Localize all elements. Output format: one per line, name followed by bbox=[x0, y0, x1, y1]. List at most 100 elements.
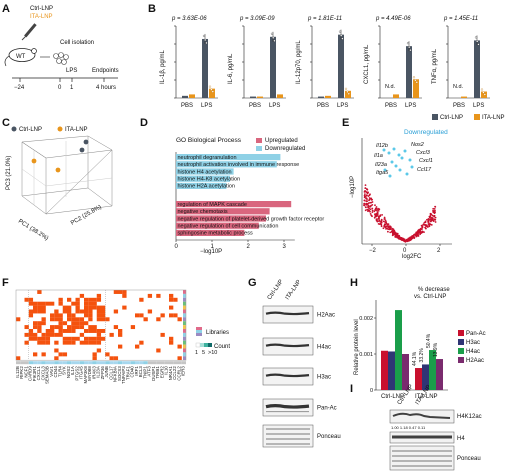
heatmap-cell bbox=[92, 356, 97, 361]
volcano-point bbox=[394, 232, 396, 235]
gene-color-cell bbox=[20, 361, 25, 365]
heatmap-cell bbox=[33, 321, 38, 326]
panel-b-legend: Ctrl-LNP ITA-LNP bbox=[432, 114, 505, 121]
gene-color-cell bbox=[58, 361, 63, 365]
volcano-point bbox=[430, 213, 432, 216]
gene-color-cell bbox=[113, 361, 118, 365]
heatmap-cell bbox=[62, 336, 68, 341]
heatmap-cell bbox=[50, 301, 55, 306]
heatmap-cell bbox=[88, 336, 93, 341]
heatmap-cell bbox=[75, 309, 80, 314]
library-color-cell bbox=[183, 340, 186, 345]
volcano-point-downregulated bbox=[405, 172, 409, 176]
heatmap-cell bbox=[54, 309, 59, 314]
blot-band bbox=[265, 404, 310, 409]
blot-label: Pan-Ac bbox=[317, 406, 337, 412]
x-category-label: LPS bbox=[201, 103, 212, 109]
data-point bbox=[477, 43, 480, 46]
volcano-point-downregulated bbox=[383, 168, 387, 172]
heatmap-gene-label: IL12B bbox=[15, 366, 20, 378]
h-legend-swatch bbox=[458, 330, 464, 336]
heatmap-cell bbox=[101, 317, 106, 322]
volcano-point bbox=[421, 226, 423, 228]
bar-ctrl-lnp bbox=[182, 95, 188, 98]
gene-color-cell bbox=[135, 361, 140, 365]
volcano-point bbox=[386, 227, 388, 230]
go-legend-down: Downregulated bbox=[265, 146, 305, 152]
x-category-label: PBS bbox=[453, 103, 465, 109]
volcano-point bbox=[365, 206, 367, 209]
data-point bbox=[341, 37, 344, 40]
lane-label-ita: ITA-LNP bbox=[285, 279, 303, 301]
h-bar bbox=[415, 368, 422, 390]
volcano-point bbox=[374, 208, 377, 211]
volcano-point bbox=[428, 223, 431, 225]
panel-a-schematic: Ctrl-LNP ITA-LNP WT −24 0 1 4 hours Cell… bbox=[4, 6, 119, 91]
blot-label: H3ac bbox=[317, 375, 331, 381]
volcano-point bbox=[371, 215, 373, 218]
volcano-point bbox=[378, 208, 381, 211]
volcano-point bbox=[376, 210, 379, 212]
data-point bbox=[414, 79, 417, 82]
volcano-point bbox=[420, 224, 423, 227]
heatmap-cell bbox=[45, 332, 51, 337]
endpoints-label: Endpoints bbox=[92, 68, 119, 74]
library-color-cell bbox=[183, 317, 186, 322]
volcano-point bbox=[433, 212, 436, 215]
gene-color-cell bbox=[41, 361, 46, 365]
heatmap-cell bbox=[156, 293, 161, 298]
heatmap-cell bbox=[41, 321, 46, 326]
data-point bbox=[347, 92, 350, 95]
x-category-label: LPS bbox=[269, 103, 280, 109]
heatmap-cell bbox=[37, 340, 42, 345]
heatmap-cell bbox=[139, 340, 144, 345]
panel-h-bar-chart: % decrease vs. Ctrl-LNP Relative protein… bbox=[354, 287, 486, 400]
h-legend-swatch bbox=[458, 357, 464, 363]
volcano-point bbox=[385, 225, 387, 228]
heatmap-gene-label: VAV1 bbox=[49, 366, 54, 377]
bar-ctrl-lnp bbox=[406, 46, 412, 98]
count-tick: >10 bbox=[208, 350, 217, 356]
h-percent-label: 50.4% bbox=[426, 333, 432, 348]
library-color-cell bbox=[183, 301, 186, 306]
heatmap-cell bbox=[62, 329, 68, 333]
heatmap-cell bbox=[122, 293, 127, 298]
heatmap-cell bbox=[79, 340, 85, 345]
heatmap-cell bbox=[113, 309, 119, 314]
x-category-label: PBS bbox=[181, 103, 193, 109]
heatmap-gene-label: BCL3 bbox=[138, 366, 143, 378]
heatmap-cell bbox=[50, 332, 55, 337]
volcano-point bbox=[374, 204, 376, 207]
volcano-point bbox=[380, 225, 383, 228]
gene-label: Itga5 bbox=[376, 170, 389, 176]
heatmap-cell bbox=[33, 305, 38, 310]
blot-label: Ponceau bbox=[317, 434, 341, 440]
heatmap-cell bbox=[96, 329, 102, 333]
heatmap-cell bbox=[37, 305, 42, 310]
panel-f-enrichment-heatmap: IL12B RIPK2 NCF1 CARD9 PIK3R1 CXCL1 CXCL3 SEMA3… bbox=[15, 289, 230, 384]
heatmap-gene-label: IER3 bbox=[181, 366, 186, 376]
heatmap-cell bbox=[67, 313, 72, 318]
heatmap-cell bbox=[58, 321, 63, 326]
go-bar bbox=[176, 208, 270, 215]
heatmap-cell bbox=[84, 301, 89, 306]
time-4h: 4 hours bbox=[96, 85, 116, 91]
volcano-ylabel: −log10P bbox=[350, 176, 356, 198]
volcano-point bbox=[434, 205, 436, 208]
volcano-point bbox=[394, 234, 397, 236]
pca-legend-ita: ITA-LNP bbox=[65, 127, 88, 133]
heatmap-cell bbox=[71, 317, 76, 322]
go-term-label: neutrophil activation involved in immune… bbox=[178, 162, 300, 168]
heatmap-gene-label: TLR4 bbox=[57, 366, 62, 377]
cytokine-chart: p = 3.09E-09 IL-6, pg/mL PBS LPS bbox=[228, 16, 286, 109]
volcano-point bbox=[431, 214, 434, 217]
heatmap-cell bbox=[41, 309, 46, 314]
volcano-point bbox=[434, 216, 437, 219]
h-legend-swatch bbox=[458, 348, 464, 354]
data-point bbox=[272, 36, 275, 39]
legend-ctrl-lnp: Ctrl-LNP bbox=[440, 115, 463, 121]
heatmap-cell bbox=[41, 340, 46, 345]
volcano-point-downregulated bbox=[387, 151, 391, 155]
gene-label: Ccl17 bbox=[417, 167, 432, 173]
gene-color-cell bbox=[147, 361, 152, 365]
